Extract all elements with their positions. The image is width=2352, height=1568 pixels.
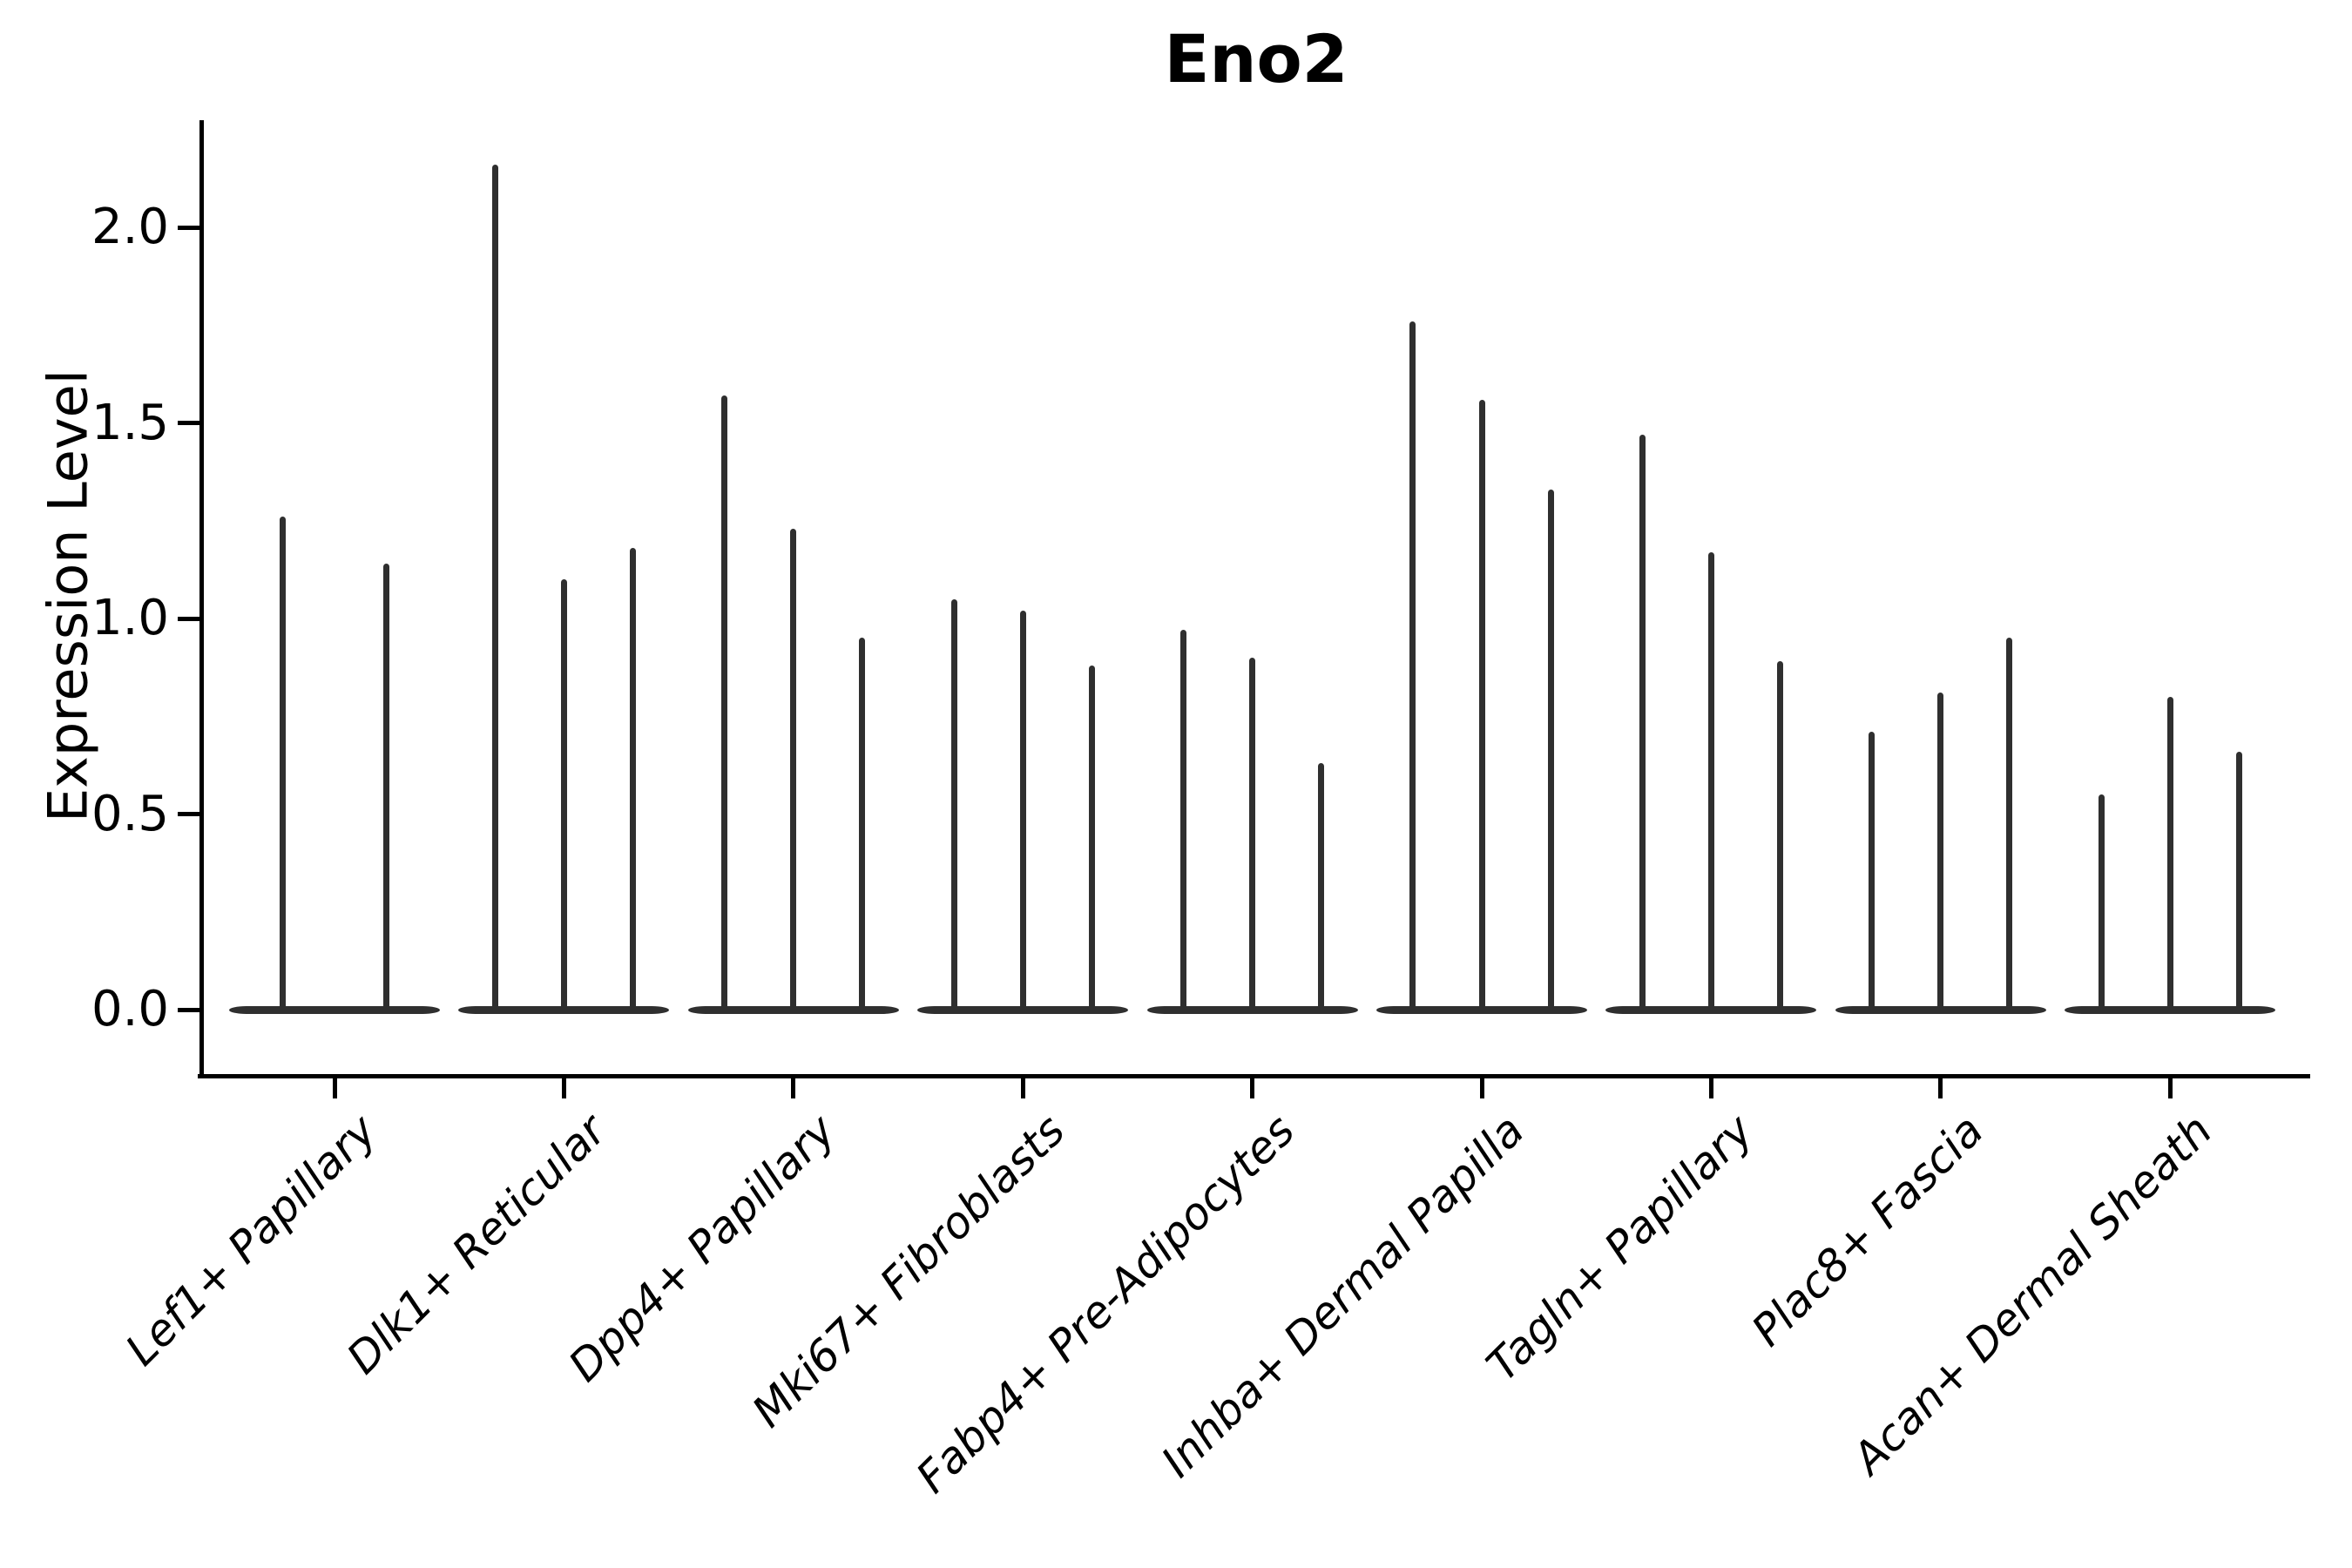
x-tick: [1479, 1074, 1484, 1098]
violin-spike: [2098, 794, 2105, 1010]
violin-base: [1835, 1005, 2046, 1014]
violin-spike: [1249, 657, 1256, 1010]
violin-spike: [1776, 661, 1783, 1010]
y-tick: [178, 1007, 202, 1012]
x-tick: [1250, 1074, 1255, 1098]
y-tick-label: 0.5: [91, 785, 169, 842]
x-tick: [2167, 1074, 2173, 1098]
y-tick-label: 1.0: [91, 590, 169, 646]
x-tick-label: Fabp4+ Pre-Adipocytes: [906, 1105, 1305, 1504]
y-tick-label: 0.0: [91, 981, 169, 1037]
y-tick: [178, 812, 202, 816]
violin-base: [1146, 1005, 1358, 1014]
x-tick-label: Lef1+ Papillary: [116, 1105, 387, 1375]
violin-spike: [491, 165, 498, 1010]
violin-base: [917, 1005, 1129, 1014]
violin-base: [687, 1005, 899, 1014]
x-tick: [1020, 1074, 1025, 1098]
violin-spike: [1639, 434, 1646, 1010]
violin-spike: [1180, 630, 1187, 1010]
violin-spike: [2166, 696, 2173, 1010]
violin-base: [1376, 1005, 1587, 1014]
violin-spike: [1937, 693, 1944, 1010]
violin-spike: [1019, 611, 1026, 1010]
chart-title: Eno2: [1164, 20, 1348, 98]
violin-base: [2065, 1005, 2276, 1014]
violin-spike: [2235, 751, 2242, 1010]
violin-spike: [560, 579, 567, 1010]
violin-spike: [1478, 399, 1485, 1010]
x-tick-label: Plac8+ Fascia: [1741, 1105, 1993, 1356]
violin-spike: [1869, 732, 1876, 1010]
violin-spike: [382, 564, 389, 1010]
x-tick: [561, 1074, 566, 1098]
x-tick: [1938, 1074, 1943, 1098]
y-tick-label: 1.5: [91, 394, 169, 451]
y-tick: [178, 421, 202, 425]
x-tick: [791, 1074, 796, 1098]
violin-spike: [1409, 321, 1416, 1010]
violin-spike: [1318, 763, 1325, 1010]
y-tick: [178, 225, 202, 230]
violin-base: [229, 1005, 440, 1014]
violin-spike: [950, 598, 957, 1010]
y-axis-spine: [199, 120, 204, 1078]
violin-base: [458, 1005, 670, 1014]
violin-spike: [1088, 665, 1095, 1010]
x-tick: [332, 1074, 337, 1098]
y-tick-label: 2.0: [91, 199, 169, 255]
y-tick: [178, 616, 202, 621]
violin-spike: [2006, 638, 2013, 1010]
violin-spike: [859, 638, 866, 1010]
violin-base: [1605, 1005, 1817, 1014]
violin-spike: [1547, 489, 1554, 1010]
x-tick: [1708, 1074, 1713, 1098]
violin-spike: [1707, 551, 1714, 1010]
violin-spike: [790, 528, 797, 1010]
violin-spike: [280, 517, 287, 1010]
violin-spike: [721, 395, 728, 1010]
violin-spike: [629, 548, 636, 1010]
